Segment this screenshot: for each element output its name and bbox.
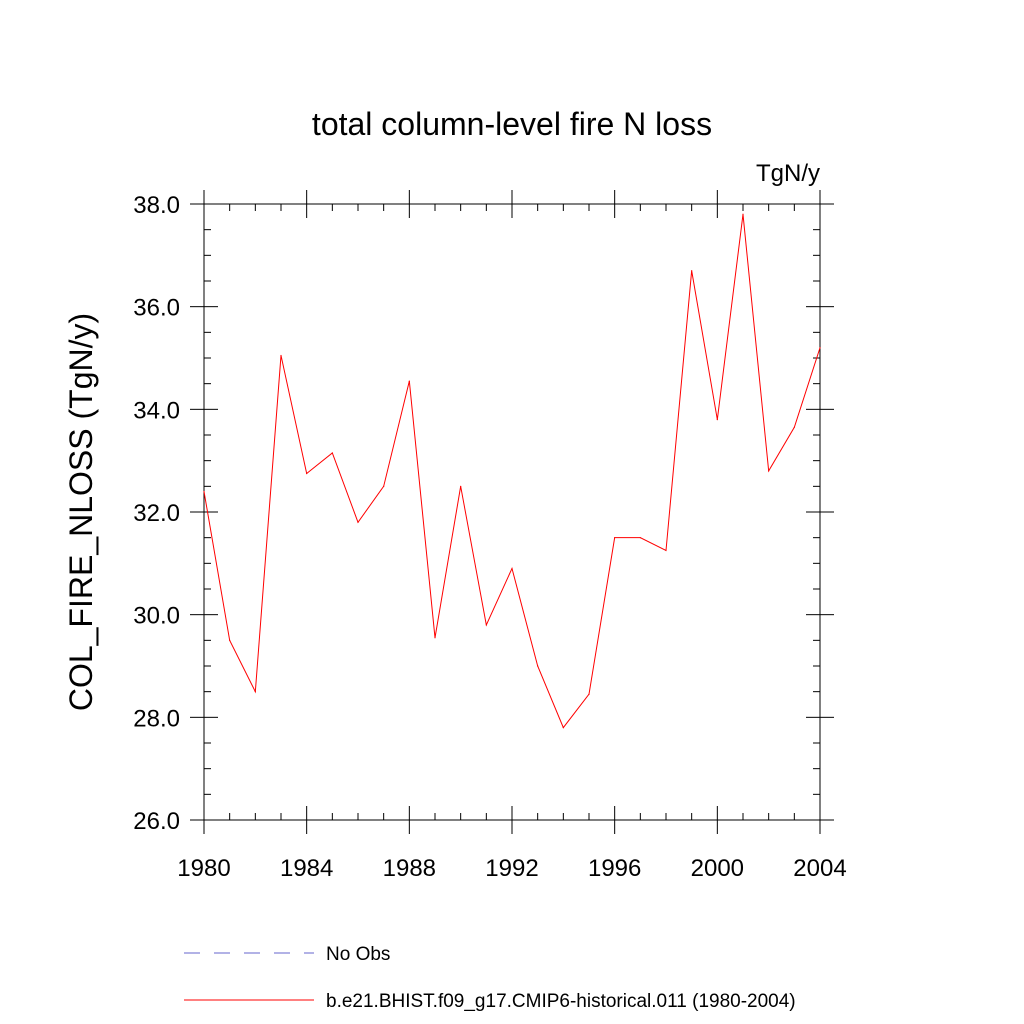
data-point	[793, 426, 795, 428]
data-point	[357, 521, 359, 523]
y-tick-label: 32.0	[133, 500, 180, 527]
data-point	[639, 537, 641, 539]
data-point	[254, 691, 256, 693]
x-tick-label: 1988	[383, 855, 436, 882]
data-point	[511, 567, 513, 570]
data-point	[408, 380, 410, 382]
series-line	[203, 214, 821, 729]
y-tick-label: 34.0	[133, 397, 180, 424]
data-point	[768, 470, 770, 472]
x-tick-label: 1996	[588, 855, 641, 882]
x-tick-label: 1980	[177, 855, 230, 882]
data-point	[716, 419, 718, 421]
chart-title: total column-level fire N loss	[312, 106, 712, 142]
y-tick-label: 30.0	[133, 603, 180, 630]
legend: No Obs b.e21.BHIST.f09_g17.CMIP6-historic…	[184, 944, 796, 1012]
data-point	[203, 490, 205, 493]
x-tick-label: 2004	[793, 855, 846, 882]
legend-label: No Obs	[326, 944, 390, 965]
plot-area: 1980 1984 1988 1992 1996 2000 2004 26.0 28.0 30.0…	[133, 190, 847, 882]
data-point	[819, 347, 821, 349]
units-label: TgN/y	[756, 160, 820, 187]
data-point	[280, 354, 282, 357]
x-tick-label: 1984	[280, 855, 333, 882]
x-tick-label: 2000	[691, 855, 744, 882]
y-axis-label: COL_FIRE_NLOSS (TgN/y)	[63, 313, 99, 711]
data-point	[614, 537, 616, 539]
data-point	[562, 727, 564, 729]
data-point	[331, 452, 333, 454]
data-point	[742, 213, 744, 215]
data-point	[691, 270, 693, 272]
data-point	[485, 624, 487, 626]
data-point	[588, 693, 590, 695]
data-point	[665, 549, 667, 552]
x-tick-label: 1992	[485, 855, 538, 882]
y-tick-label: 36.0	[133, 295, 180, 322]
data-point	[537, 665, 539, 667]
y-tick-label: 38.0	[133, 192, 180, 219]
y-tick-label: 28.0	[133, 705, 180, 732]
data-point	[383, 485, 385, 487]
data-point	[460, 485, 462, 487]
legend-label: b.e21.BHIST.f09_g17.CMIP6-historical.011…	[326, 991, 796, 1012]
y-tick-label: 26.0	[133, 808, 180, 835]
plot-frame	[203, 203, 821, 821]
data-point	[229, 639, 231, 641]
data-point	[306, 472, 308, 475]
data-point	[434, 637, 436, 639]
